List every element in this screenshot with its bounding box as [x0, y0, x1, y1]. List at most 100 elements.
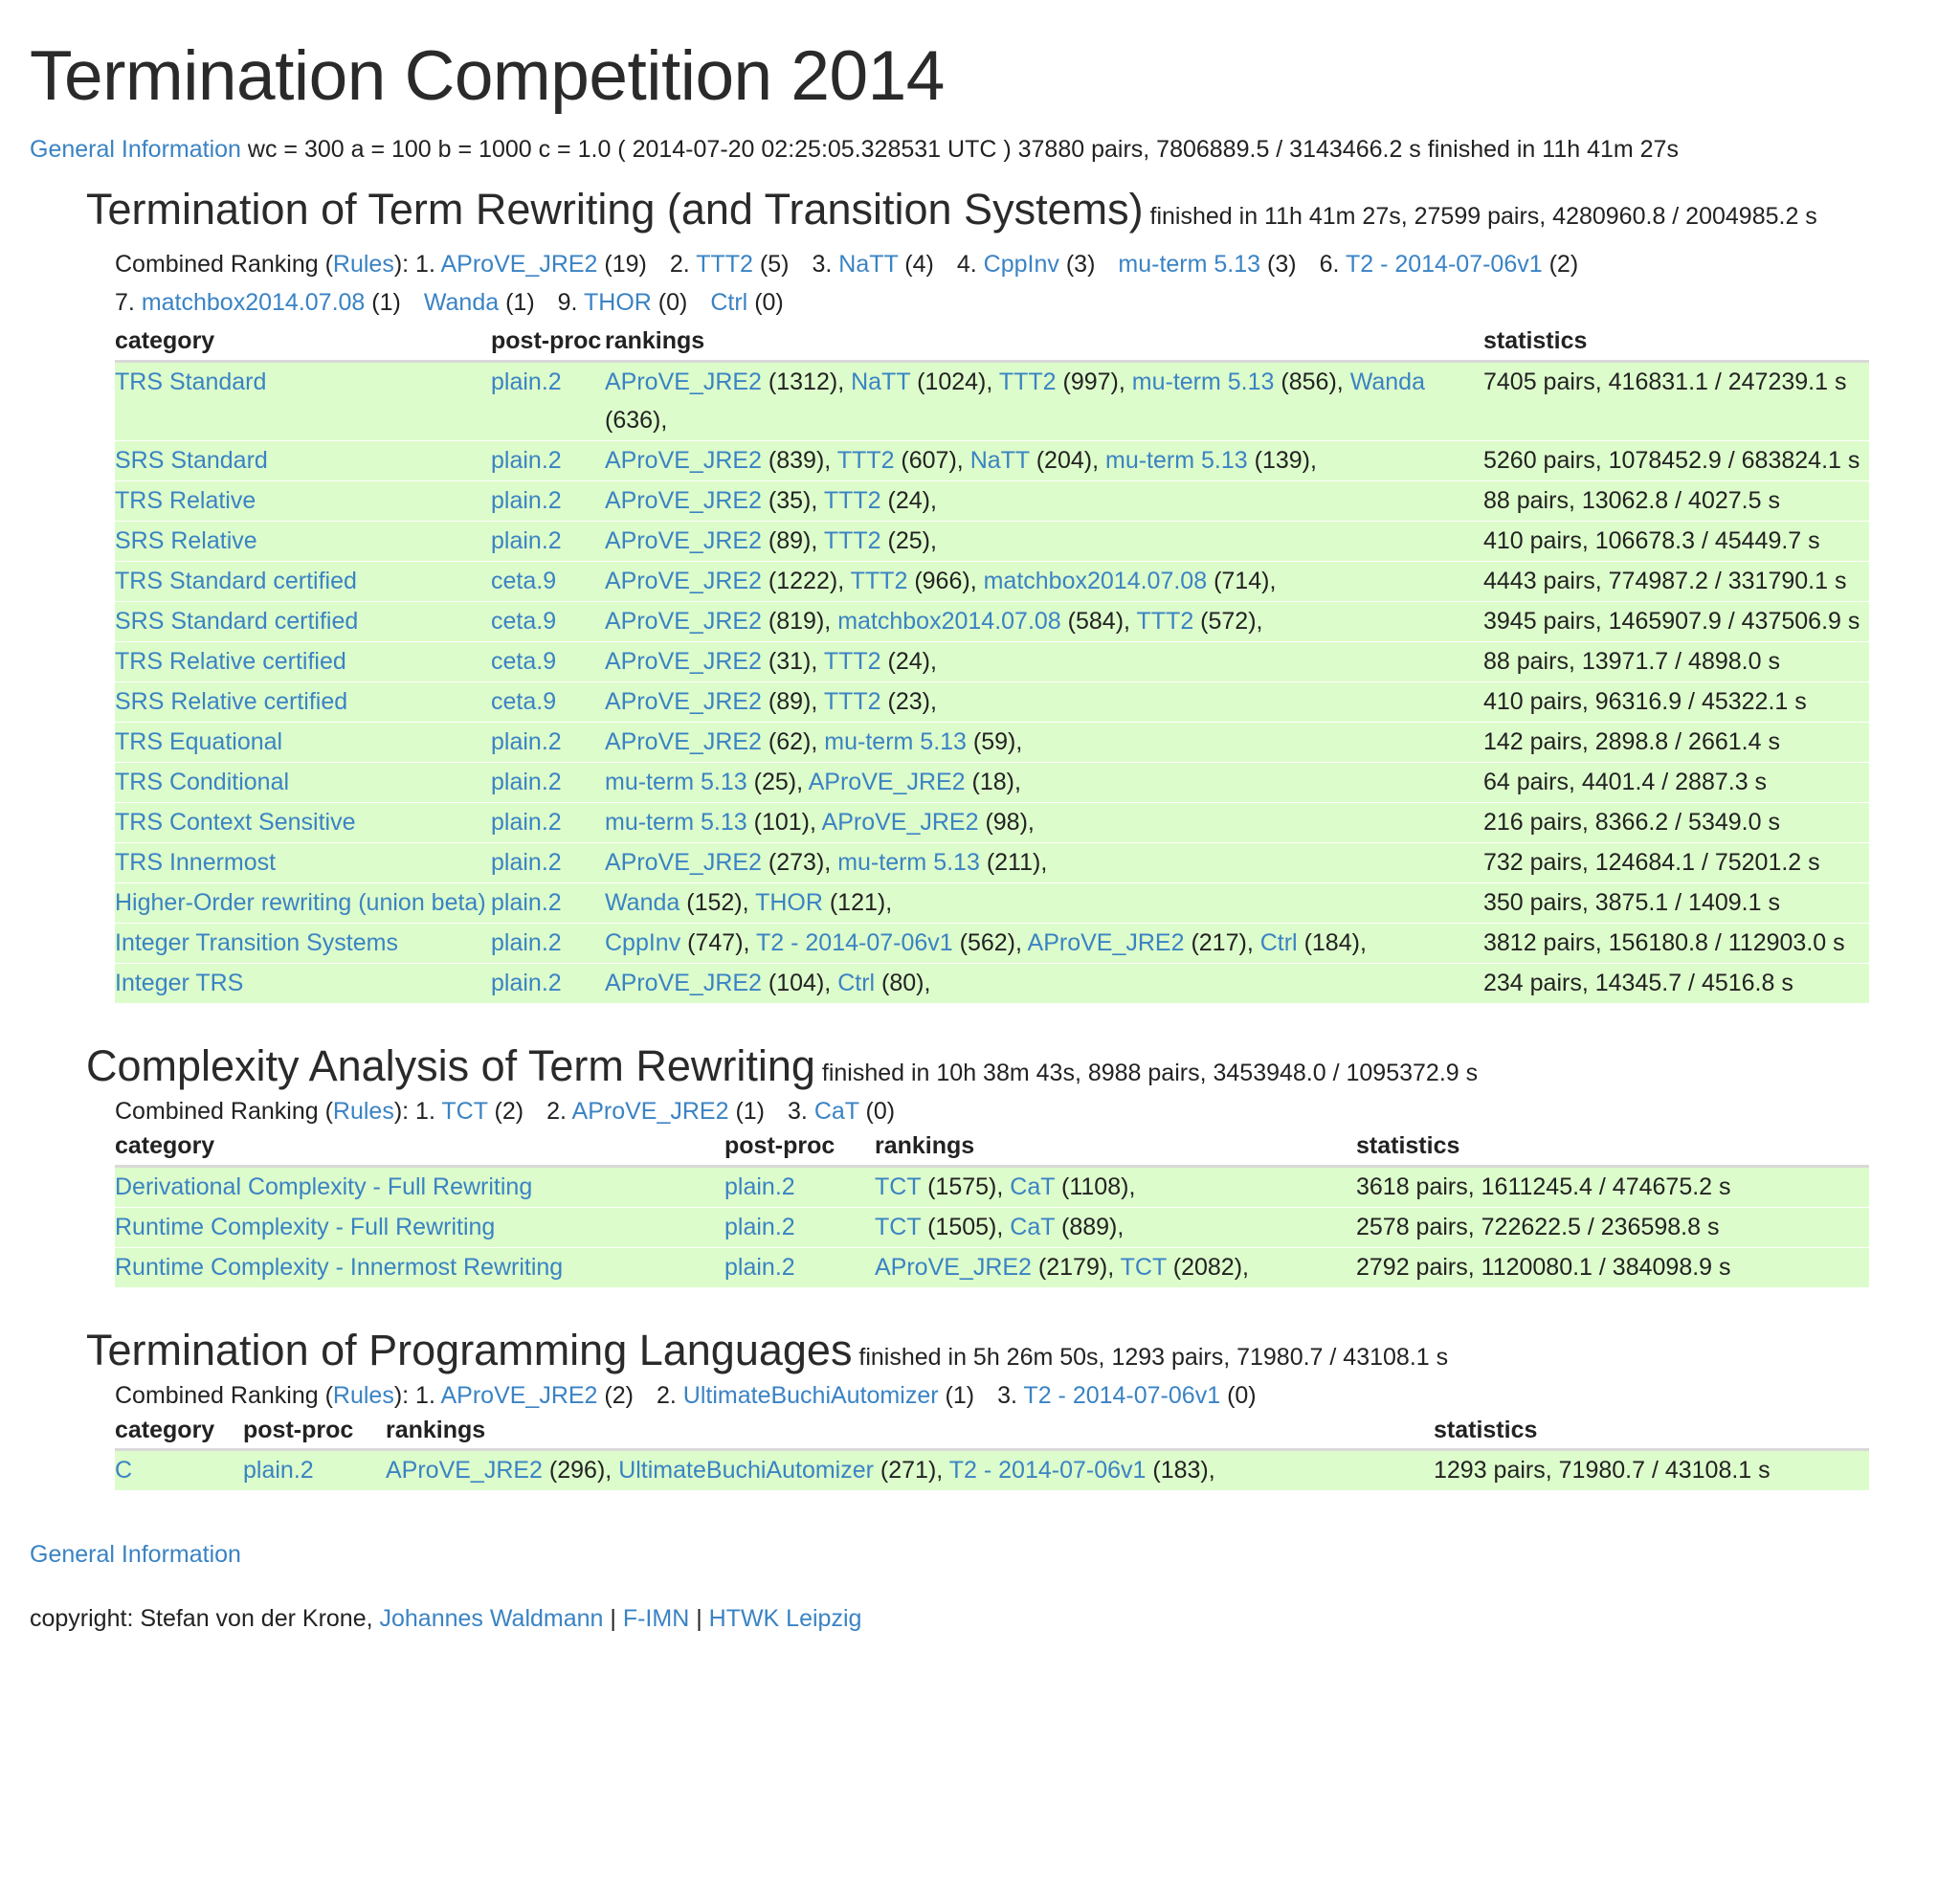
solver-link[interactable]: matchbox2014.07.08	[837, 607, 1061, 635]
solver-link[interactable]: Wanda	[1349, 368, 1425, 395]
solver-link[interactable]: CaT	[1010, 1213, 1056, 1240]
postproc-link[interactable]: ceta.9	[491, 607, 557, 635]
category-link[interactable]: TRS Relative certified	[115, 647, 346, 675]
solver-link[interactable]: AProVE_JRE2	[875, 1253, 1032, 1281]
solver-link[interactable]: TTT2	[850, 567, 908, 594]
solver-link[interactable]: AProVE_JRE2	[605, 486, 762, 514]
solver-link[interactable]: AProVE_JRE2	[605, 526, 762, 554]
solver-link[interactable]: AProVE_JRE2	[605, 446, 762, 474]
postproc-link[interactable]: plain.2	[491, 727, 562, 755]
postproc-link[interactable]: plain.2	[724, 1213, 795, 1240]
category-link[interactable]: TRS Context Sensitive	[115, 808, 356, 836]
solver-link[interactable]: mu-term 5.13	[605, 808, 747, 836]
category-link[interactable]: Runtime Complexity - Full Rewriting	[115, 1213, 496, 1240]
solver-link[interactable]: AProVE_JRE2	[440, 1381, 598, 1409]
solver-link[interactable]: TTT2	[836, 446, 895, 474]
postproc-link[interactable]: plain.2	[491, 526, 562, 554]
postproc-link[interactable]: plain.2	[491, 446, 562, 474]
solver-link[interactable]: THOR	[755, 888, 823, 916]
solver-link[interactable]: T2 - 2014-07-06v1	[1023, 1381, 1221, 1409]
postproc-link[interactable]: plain.2	[491, 928, 562, 956]
category-link[interactable]: Derivational Complexity - Full Rewriting	[115, 1172, 533, 1200]
solver-link[interactable]: TTT2	[823, 486, 881, 514]
general-information-link[interactable]: General Information	[30, 135, 241, 163]
solver-link[interactable]: Ctrl	[1259, 928, 1298, 956]
category-link[interactable]: TRS Innermost	[115, 848, 277, 876]
postproc-link[interactable]: plain.2	[491, 888, 562, 916]
category-link[interactable]: TRS Relative	[115, 486, 256, 514]
rules-link[interactable]: Rules	[332, 1381, 394, 1409]
solver-link[interactable]: T2 - 2014-07-06v1	[948, 1457, 1147, 1485]
rules-link[interactable]: Rules	[332, 251, 394, 279]
solver-link[interactable]: matchbox2014.07.08	[141, 289, 366, 317]
htwk-leipzig-link[interactable]: HTWK Leipzig	[708, 1604, 862, 1632]
solver-link[interactable]: AProVE_JRE2	[605, 687, 762, 715]
solver-link[interactable]: AProVE_JRE2	[571, 1097, 729, 1125]
solver-link[interactable]: NaTT	[851, 368, 911, 395]
postproc-link[interactable]: plain.2	[491, 969, 562, 996]
postproc-link[interactable]: plain.2	[243, 1457, 314, 1485]
solver-link[interactable]: TCT	[875, 1213, 922, 1240]
solver-link[interactable]: CaT	[813, 1097, 859, 1125]
footer-general-information-link[interactable]: General Information	[30, 1541, 241, 1569]
category-link[interactable]: TRS Standard certified	[115, 567, 357, 594]
solver-link[interactable]: TTT2	[823, 687, 881, 715]
postproc-link[interactable]: plain.2	[491, 486, 562, 514]
postproc-link[interactable]: plain.2	[491, 768, 562, 795]
category-link[interactable]: Integer TRS	[115, 969, 244, 996]
solver-link[interactable]: AProVE_JRE2	[440, 251, 598, 279]
postproc-link[interactable]: plain.2	[491, 808, 562, 836]
category-link[interactable]: C	[115, 1457, 133, 1485]
category-link[interactable]: TRS Conditional	[115, 768, 290, 795]
category-link[interactable]: SRS Standard	[115, 446, 268, 474]
johannes-waldmann-link[interactable]: Johannes Waldmann	[379, 1604, 604, 1632]
solver-link[interactable]: TTT2	[823, 526, 881, 554]
solver-link[interactable]: THOR	[584, 289, 652, 317]
category-link[interactable]: Higher-Order rewriting (union beta)	[115, 888, 486, 916]
category-link[interactable]: SRS Relative	[115, 526, 257, 554]
solver-link[interactable]: AProVE_JRE2	[1027, 928, 1185, 956]
solver-link[interactable]: TCT	[1120, 1253, 1167, 1281]
solver-link[interactable]: CppInv	[983, 251, 1059, 279]
solver-link[interactable]: UltimateBuchiAutomizer	[618, 1457, 874, 1485]
solver-link[interactable]: CaT	[1010, 1172, 1056, 1200]
solver-link[interactable]: AProVE_JRE2	[605, 647, 762, 675]
solver-link[interactable]: mu-term 5.13	[1105, 446, 1248, 474]
solver-link[interactable]: AProVE_JRE2	[605, 567, 762, 594]
solver-link[interactable]: AProVE_JRE2	[605, 727, 762, 755]
solver-link[interactable]: TCT	[441, 1097, 488, 1125]
category-link[interactable]: Integer Transition Systems	[115, 928, 398, 956]
solver-link[interactable]: UltimateBuchiAutomizer	[682, 1381, 939, 1409]
solver-link[interactable]: AProVE_JRE2	[386, 1457, 543, 1485]
solver-link[interactable]: mu-term 5.13	[837, 848, 980, 876]
solver-link[interactable]: NaTT	[969, 446, 1030, 474]
postproc-link[interactable]: ceta.9	[491, 687, 557, 715]
postproc-link[interactable]: ceta.9	[491, 647, 557, 675]
category-link[interactable]: TRS Standard	[115, 368, 267, 395]
solver-link[interactable]: AProVE_JRE2	[821, 808, 979, 836]
solver-link[interactable]: mu-term 5.13	[605, 768, 747, 795]
solver-link[interactable]: T2 - 2014-07-06v1	[1345, 251, 1543, 279]
solver-link[interactable]: TTT2	[823, 647, 881, 675]
category-link[interactable]: SRS Standard certified	[115, 607, 359, 635]
solver-link[interactable]: AProVE_JRE2	[605, 969, 762, 996]
postproc-link[interactable]: plain.2	[491, 368, 562, 395]
solver-link[interactable]: Ctrl	[837, 969, 876, 996]
category-link[interactable]: SRS Relative certified	[115, 687, 348, 715]
category-link[interactable]: Runtime Complexity - Innermost Rewriting	[115, 1253, 564, 1281]
solver-link[interactable]: AProVE_JRE2	[605, 848, 762, 876]
f-imn-link[interactable]: F-IMN	[622, 1604, 690, 1632]
category-link[interactable]: TRS Equational	[115, 727, 283, 755]
solver-link[interactable]: AProVE_JRE2	[808, 768, 966, 795]
solver-link[interactable]: TTT2	[696, 251, 753, 279]
postproc-link[interactable]: ceta.9	[491, 567, 557, 594]
solver-link[interactable]: AProVE_JRE2	[605, 607, 762, 635]
solver-link[interactable]: T2 - 2014-07-06v1	[756, 928, 953, 956]
solver-link[interactable]: TCT	[875, 1172, 922, 1200]
solver-link[interactable]: Wanda	[423, 289, 500, 317]
postproc-link[interactable]: plain.2	[724, 1172, 795, 1200]
solver-link[interactable]: Wanda	[605, 888, 680, 916]
solver-link[interactable]: Ctrl	[710, 289, 748, 317]
solver-link[interactable]: CppInv	[605, 928, 681, 956]
solver-link[interactable]: TTT2	[1136, 607, 1194, 635]
